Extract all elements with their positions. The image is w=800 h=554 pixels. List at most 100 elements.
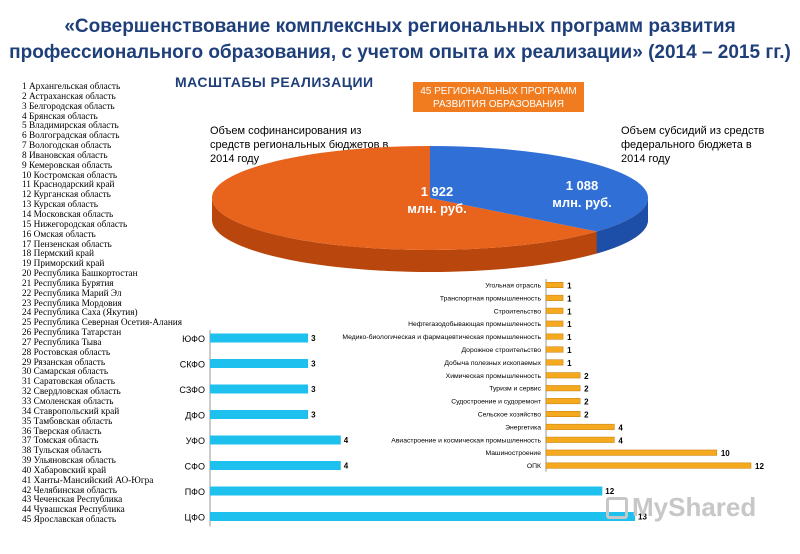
region-item: 21 Республика Бурятия — [22, 278, 114, 289]
industry-bar — [545, 294, 564, 301]
fd-bar — [210, 410, 309, 419]
region-item: 4 Брянская область — [22, 111, 98, 122]
fd-category-label: ЮФО — [182, 334, 205, 344]
pie-label-federal-unit: млн. руб. — [552, 195, 612, 210]
watermark-logo-icon — [606, 497, 628, 519]
region-item: 38 Тульская область — [22, 446, 102, 457]
industry-bar — [545, 359, 564, 366]
industry-bar — [545, 423, 615, 430]
regions-list: 1 Архангельская область 2 Астраханская об… — [22, 82, 183, 526]
fd-category-label: ПФО — [185, 487, 205, 497]
industry-category-label: Сельское хозяйство — [478, 411, 542, 419]
industry-value-label: 2 — [584, 385, 589, 394]
region-item: 3 Белгородская область — [22, 101, 115, 112]
fd-value-label: 12 — [605, 487, 614, 496]
industry-category-label: Добыча полезных ископаемых — [444, 359, 541, 367]
industry-category-label: Энергетика — [505, 424, 541, 431]
fd-category-label: ЦФО — [184, 513, 205, 523]
region-item: 45 Ярославская область — [22, 515, 117, 526]
industry-category-label: Туризм и сервис — [489, 386, 541, 393]
fd-bar — [210, 461, 341, 470]
industry-value-label: 1 — [567, 294, 572, 303]
subtitle: МАСШТАБЫ РЕАЛИЗАЦИИ — [175, 74, 374, 90]
industry-category-label: Транспортная промышленность — [440, 295, 542, 302]
fd-category-label: ДФО — [185, 411, 205, 421]
fd-value-label: 3 — [311, 385, 316, 394]
region-item: 29 Рязанская область — [22, 357, 106, 368]
fd-value-label: 13 — [638, 513, 647, 522]
region-item: 28 Ростовская область — [22, 347, 111, 358]
fd-category-label: УФО — [186, 436, 205, 446]
region-item: 11 Краснодарский край — [22, 180, 115, 191]
region-item: 41 Ханты-Мансийский АО-Югра — [22, 475, 154, 486]
industry-category-label: ОПК — [527, 463, 541, 470]
badge-line-1: 45 РЕГИОНАЛЬНЫХ ПРОГРАММ — [420, 86, 577, 97]
fd-value-label: 4 — [344, 436, 349, 445]
fd-category-label: СЗФО — [179, 385, 205, 395]
pie-slice-federal — [430, 146, 649, 232]
region-item: 20 Республика Башкортостан — [22, 269, 138, 280]
industry-category-label: Дорожное строительство — [462, 347, 542, 354]
region-item: 7 Вологодская область — [22, 141, 112, 152]
region-item: 32 Свердловская область — [22, 387, 121, 398]
industry-category-label: Химическая промышленность — [446, 373, 542, 380]
watermark-text: MyShared — [632, 492, 757, 522]
fd-value-label: 3 — [311, 360, 316, 369]
fd-value-label: 3 — [311, 411, 316, 420]
industry-bar — [545, 385, 581, 392]
region-item: 39 Ульяновская область — [22, 456, 116, 467]
fd-bar — [210, 333, 309, 343]
industry-bar — [545, 333, 564, 340]
industry-bar — [545, 398, 581, 405]
region-item: 30 Самарская область — [22, 367, 109, 378]
pie-caption-left: Объем софинансирования из средств регион… — [210, 125, 389, 165]
industry-bar — [545, 449, 718, 456]
region-item: 42 Челябинская область — [22, 485, 117, 496]
industry-value-label: 4 — [618, 423, 623, 432]
industry-bar — [545, 436, 615, 443]
industry-bar — [545, 282, 564, 288]
region-item: 14 Московская область — [22, 209, 114, 220]
industry-value-label: 4 — [618, 436, 623, 445]
pie-side-regional — [212, 198, 648, 272]
programs-badge: 45 РЕГИОНАЛЬНЫХ ПРОГРАММ РАЗВИТИЯ ОБРАЗО… — [413, 82, 584, 112]
region-item: 9 Кемеровская область — [22, 160, 113, 171]
fd-category-label: СКФО — [180, 360, 205, 370]
industry-value-label: 2 — [584, 411, 589, 420]
region-item: 31 Саратовская область — [22, 377, 115, 388]
industry-bar — [545, 307, 564, 314]
region-item: 25 Республика Северная Осетия-Алания — [22, 318, 183, 329]
industry-bar — [545, 320, 564, 327]
industry-value-label: 12 — [755, 462, 764, 471]
industry-value-label: 1 — [567, 333, 572, 342]
industry-value-label: 1 — [567, 282, 572, 291]
region-item: 40 Хабаровский край — [22, 465, 107, 476]
region-item: 33 Смоленская область — [22, 397, 114, 407]
region-item: 13 Курская область — [22, 200, 98, 211]
fd-bar — [210, 486, 603, 496]
industry-value-label: 1 — [567, 359, 572, 368]
industry-bar — [545, 462, 752, 469]
region-item: 23 Республика Мордовия — [22, 298, 122, 309]
region-item: 26 Республика Татарстан — [22, 328, 122, 339]
pie-label-federal-value: 1 088 — [566, 178, 599, 193]
region-item: 16 Омская область — [22, 229, 96, 240]
region-item: 5 Владимирская область — [22, 121, 119, 132]
region-item: 24 Республика Саха (Якутия) — [22, 308, 138, 319]
fd-value-label: 4 — [344, 462, 349, 471]
industry-bar — [545, 346, 564, 353]
badge-line-2: РАЗВИТИЯ ОБРАЗОВАНИЯ — [433, 99, 564, 110]
industry-category-label: Авиастроение и космическая промышленност… — [391, 437, 541, 444]
region-item: 1 Архангельская область — [22, 82, 121, 92]
region-item: 10 Костромская область — [22, 170, 118, 181]
industry-value-label: 1 — [567, 307, 572, 316]
region-item: 12 Курганская область — [22, 190, 111, 201]
industry-bar — [545, 372, 581, 379]
pie-side-federal — [596, 198, 648, 254]
industry-category-label: Машиностроение — [486, 450, 542, 457]
industry-category-label: Строительство — [494, 308, 542, 315]
fd-bar — [210, 512, 635, 521]
region-item: 18 Пермский край — [22, 249, 95, 260]
region-item: 22 Республика Марий Эл — [22, 288, 122, 299]
